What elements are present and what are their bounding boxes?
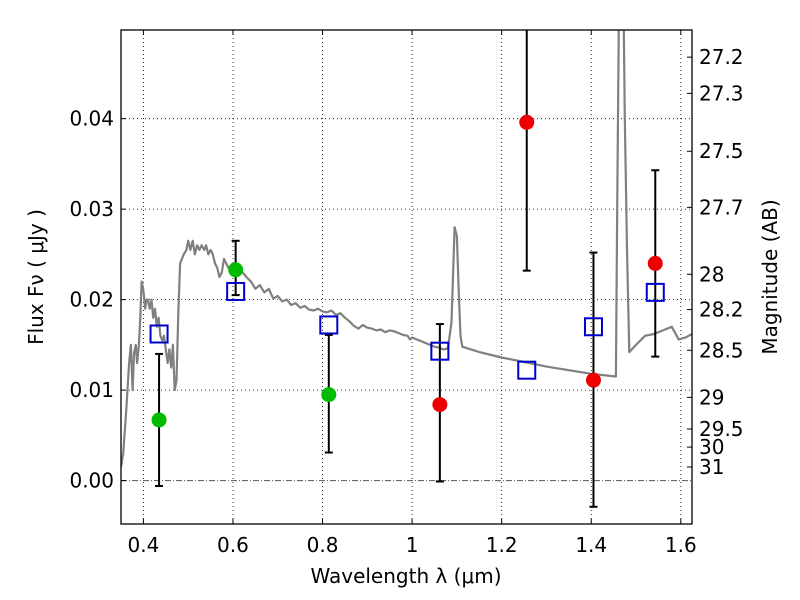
magnitude-tick-label: 28.5: [699, 338, 744, 362]
y-tick-label: 0.02: [69, 288, 114, 312]
magnitude-tick-label: 28.2: [699, 298, 744, 322]
model-photometry-square: [517, 360, 537, 380]
y-tick-label: 0.00: [69, 469, 114, 493]
x-tick-label: 1.4: [575, 533, 607, 557]
magnitude-tick-label: 29: [699, 385, 724, 409]
magnitude-tick-label: 27.5: [699, 139, 744, 163]
magnitude-tick-label: 27.7: [699, 195, 744, 219]
magnitude-tick-label: 27.2: [699, 45, 744, 69]
x-tick-label: 0.4: [127, 533, 159, 557]
nir-detection-point: [585, 372, 601, 388]
model-photometry-square: [226, 281, 246, 301]
optical-detection-point: [321, 387, 337, 403]
magnitude-tick-label: 27.3: [699, 81, 744, 105]
x-tick-label: 1: [406, 533, 419, 557]
nir-detection-point: [519, 114, 535, 130]
y-tick-label: 0.03: [69, 197, 114, 221]
y-axis-label: Flux Fν ( μJy ): [24, 209, 48, 345]
x-axis-ticks: 0.4 0.6 0.8 1 1.2 1.4 1.6: [127, 30, 697, 557]
magnitude-tick-label: 28: [699, 262, 724, 286]
data-points: [149, 114, 665, 428]
model-photometry-square: [645, 282, 665, 302]
magnitude-axis-label: Magnitude (AB): [758, 199, 782, 354]
y-axis-ticks: 0.00 0.01 0.02 0.03 0.04: [69, 107, 126, 493]
model-photometry-square: [430, 341, 450, 361]
model-photometry-square: [583, 317, 603, 337]
x-axis-label: Wavelength λ (μm): [310, 564, 501, 588]
nir-detection-point: [432, 397, 448, 413]
x-tick-label: 1.2: [486, 533, 518, 557]
optical-detection-point: [228, 262, 244, 278]
x-tick-label: 0.8: [307, 533, 339, 557]
nir-detection-point: [647, 255, 663, 271]
model-photometry-square: [319, 315, 339, 335]
grid: [121, 30, 692, 524]
magnitude-tick-label: 31: [699, 455, 724, 479]
optical-detection-point: [151, 412, 167, 428]
model-spectrum-line: [121, 30, 692, 468]
y-tick-label: 0.04: [69, 107, 114, 131]
magnitude-tick-label: 30: [699, 435, 724, 459]
x-tick-label: 0.6: [217, 533, 249, 557]
plot-frame: [120, 29, 693, 525]
model-spectrum: [121, 30, 692, 468]
model-photometry-square: [149, 324, 169, 344]
y-tick-label: 0.01: [69, 378, 114, 402]
x-tick-label: 1.6: [665, 533, 697, 557]
magnitude-tick-label: 29.5: [699, 417, 744, 441]
